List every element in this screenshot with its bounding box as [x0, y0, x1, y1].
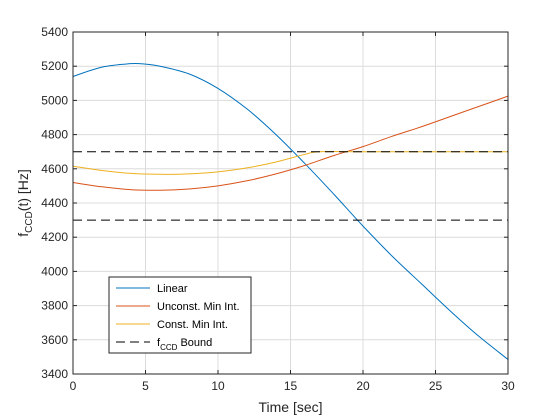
x-tick-label: 25 [429, 379, 443, 393]
series-line-1 [72, 95, 509, 191]
legend-label-base: f [157, 337, 161, 349]
x-tick-label: 0 [70, 379, 77, 393]
y-tick-label: 4800 [41, 128, 68, 142]
legend-box [108, 276, 252, 354]
y-tick-label: 4600 [41, 162, 68, 176]
y-tick-label: 4000 [41, 264, 68, 278]
x-tick-label: 15 [284, 379, 298, 393]
y-axis-label-rest: (t) [Hz] [15, 169, 31, 211]
y-tick-label: 4200 [41, 230, 68, 244]
y-tick-label: 3400 [41, 367, 68, 381]
x-tick-label: 5 [142, 379, 149, 393]
y-axis-label: fCCD(t) [Hz] [15, 169, 35, 237]
y-tick-label: 3600 [41, 333, 68, 347]
ticks: 0 5 10 15 20 25 30 3400 3600 3800 4000 4200 4400 4600… [41, 25, 515, 393]
y-tick-label: 5200 [41, 59, 68, 73]
legend-label: Linear [157, 283, 188, 295]
series-line-0 [72, 62, 509, 360]
series-group [72, 62, 509, 360]
y-tick-label: 5000 [41, 93, 68, 107]
y-tick-label: 5400 [41, 25, 68, 39]
legend-label-rest: Bound [177, 337, 212, 349]
y-axis-label-base: f [15, 233, 31, 237]
y-axis-label-sub: CCD [24, 211, 35, 233]
legend: Linear Unconst. Min Int. Const. Min Int. fC… [108, 276, 252, 354]
legend-label: Const. Min Int. [157, 319, 228, 331]
x-tick-label: 30 [501, 379, 515, 393]
y-tick-label: 3800 [41, 299, 68, 313]
legend-label: fCCD Bound [157, 337, 212, 352]
legend-label-sub: CCD [160, 343, 178, 352]
legend-label: Unconst. Min Int. [157, 301, 240, 313]
y-tick-label: 4400 [41, 196, 68, 210]
x-tick-label: 20 [356, 379, 370, 393]
x-tick-label: 10 [211, 379, 225, 393]
x-axis-label: Time [sec] [258, 399, 322, 415]
